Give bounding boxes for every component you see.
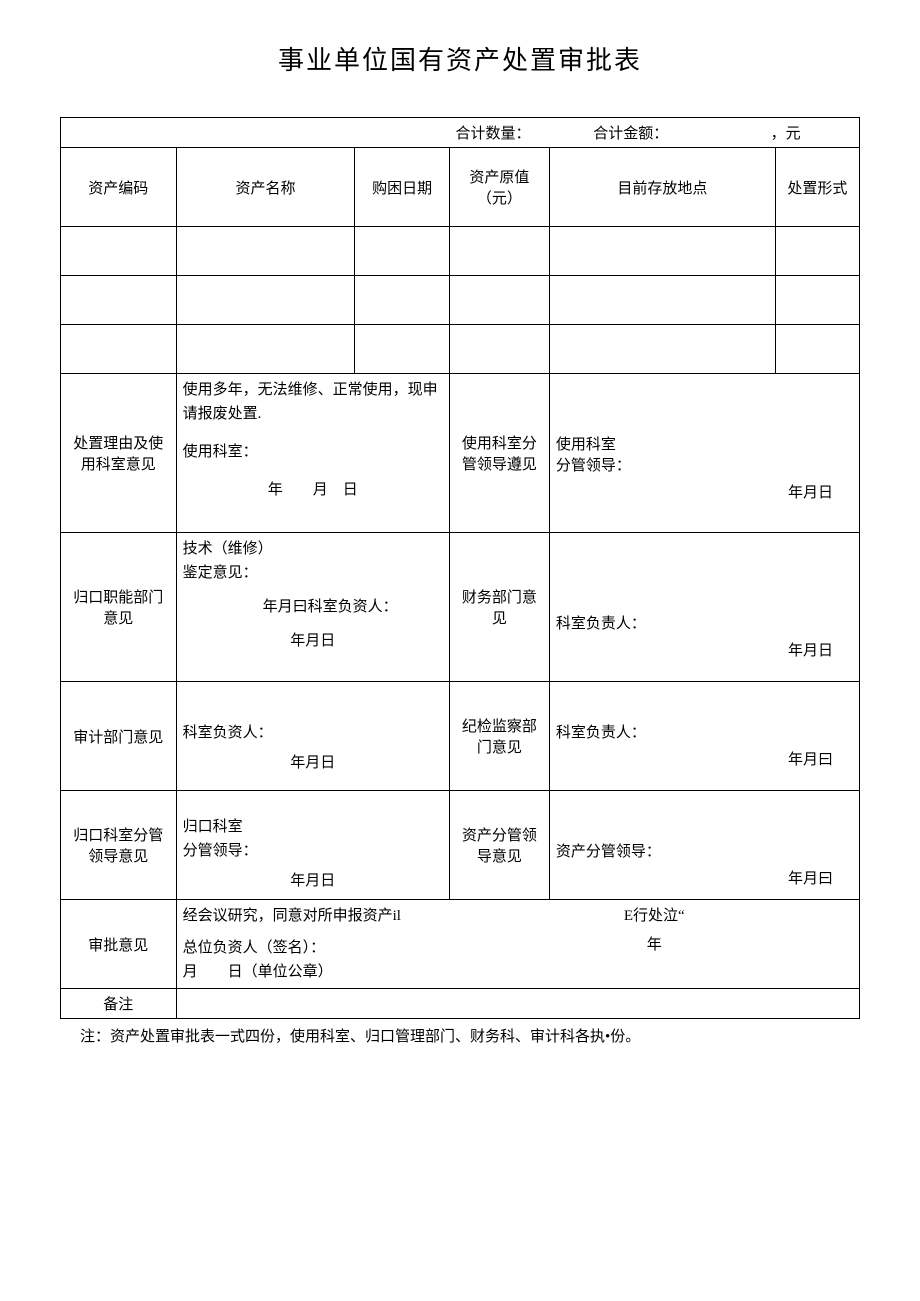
table-row [61, 276, 860, 325]
discipline-body: 科室负责人： 年月曰 [549, 682, 859, 791]
approval-body-left: 经会议研究，同意对所申报资产il 总位负资人（签名）： 月 日（单位公章） [176, 900, 449, 989]
section-dept-leader: 归口科室分管领导意见 归口科室 分管领导： 年月日 资产分管领导意见 资产分管领… [61, 791, 860, 900]
reason-body: 使用多年，无法维修、正常使用，现申请报废处置. 使用科室： 年 月 日 [176, 374, 449, 533]
reason-label: 处置理由及使用科室意见 [61, 374, 177, 533]
col-disposal: 处置形式 [775, 148, 859, 227]
asset-leader-label: 资产分管领导意见 [449, 791, 549, 900]
table-header-row: 资产编码 资产名称 购困日期 资产原值（元） 目前存放地点 处置形式 [61, 148, 860, 227]
remark-body [176, 989, 859, 1019]
amt-label: 合计金额： [549, 118, 712, 148]
col-asset-name: 资产名称 [176, 148, 355, 227]
finance-body: 科室负责人： 年月日 [549, 533, 859, 682]
form-table: 合计数量： 合计金额： ，元 资产编码 资产名称 购困日期 资产原值（元） 目前… [60, 117, 860, 1019]
audit-label: 审计部门意见 [61, 682, 177, 791]
summary-row: 合计数量： 合计金额： ，元 [61, 118, 860, 148]
audit-body: 科室负资人： 年月日 [176, 682, 449, 791]
approval-label: 审批意见 [61, 900, 177, 989]
page-title: 事业单位国有资产处置审批表 [60, 40, 860, 77]
section-audit: 审计部门意见 科室负资人： 年月日 纪检监察部门意见 科室负责人： 年月曰 [61, 682, 860, 791]
section-function-dept: 归口职能部门意见 技术（维修） 鉴定意见： 年月曰科室负资人： 年月日 财务部门… [61, 533, 860, 682]
user-dept-leader-body: 使用科室 分管领导： 年月日 [549, 374, 859, 533]
section-approval: 审批意见 经会议研究，同意对所申报资产il 总位负资人（签名）： 月 日（单位公… [61, 900, 860, 989]
footnote: 注：资产处置审批表一式四份，使用科室、归口管理部门、财务科、审计科各执•份。 [60, 1025, 860, 1046]
qty-label: 合计数量： [449, 118, 549, 148]
finance-label: 财务部门意见 [449, 533, 549, 682]
col-asset-code: 资产编码 [61, 148, 177, 227]
discipline-label: 纪检监察部门意见 [449, 682, 549, 791]
user-dept-leader-label: 使用科室分管领导遵见 [449, 374, 549, 533]
section-remark: 备注 [61, 989, 860, 1019]
function-dept-body: 技术（维修） 鉴定意见： 年月曰科室负资人： 年月日 [176, 533, 449, 682]
col-location: 目前存放地点 [549, 148, 775, 227]
remark-label: 备注 [61, 989, 177, 1019]
col-orig-value: 资产原值（元） [449, 148, 549, 227]
asset-leader-body: 资产分管领导： 年月曰 [549, 791, 859, 900]
col-purchase-date: 购困日期 [355, 148, 450, 227]
dept-leader-label: 归口科室分管领导意见 [61, 791, 177, 900]
dept-leader-body: 归口科室 分管领导： 年月日 [176, 791, 449, 900]
table-row [61, 227, 860, 276]
amt-unit: ，元 [712, 118, 859, 148]
function-dept-label: 归口职能部门意见 [61, 533, 177, 682]
approval-body-right: E行处泣“ 年 [449, 900, 859, 989]
table-row [61, 325, 860, 374]
section-reason: 处置理由及使用科室意见 使用多年，无法维修、正常使用，现申请报废处置. 使用科室… [61, 374, 860, 533]
